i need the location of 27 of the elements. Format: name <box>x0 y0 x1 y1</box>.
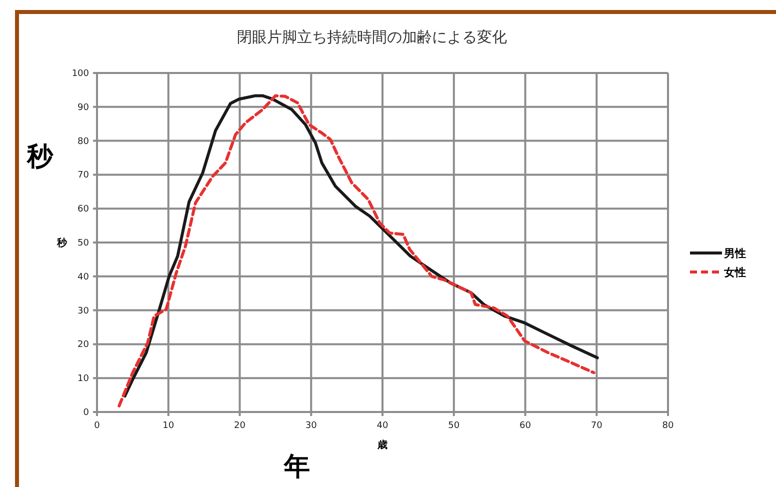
x-tick-label: 80 <box>662 421 674 431</box>
y-tick-label: 10 <box>78 374 90 384</box>
x-tick-label: 70 <box>590 421 603 431</box>
y-tick-label: 40 <box>78 272 90 282</box>
text: 秒 <box>26 142 54 172</box>
y-axis-title: 秒 <box>56 237 68 249</box>
legend-label: 男性 <box>723 247 746 260</box>
y-tick-label: 60 <box>78 204 90 215</box>
y-tick-label: 100 <box>72 69 90 79</box>
legend-label: 女性 <box>723 266 746 279</box>
y-tick-label: 70 <box>78 170 90 181</box>
y-tick-label: 50 <box>78 238 90 248</box>
x-tick-label: 50 <box>448 421 460 431</box>
x-tick-label: 20 <box>234 421 246 431</box>
y-tick-label: 90 <box>78 102 90 113</box>
x-tick-label: 30 <box>305 421 318 431</box>
y-tick-label: 30 <box>78 306 90 316</box>
x-tick-label: 60 <box>520 421 532 431</box>
y-tick-label: 0 <box>83 408 90 418</box>
chart-title: 閉眼片脚立ち持続時間の加齢による変化 <box>237 28 507 46</box>
y-tick-label: 20 <box>78 340 90 350</box>
x-tick-label: 10 <box>162 421 174 431</box>
y-tick-label: 80 <box>78 136 90 147</box>
x-tick-label: 40 <box>376 421 388 431</box>
text: 年 <box>283 452 310 482</box>
x-axis-title: 歳 <box>376 439 388 451</box>
x-tick-label: 0 <box>94 421 100 431</box>
